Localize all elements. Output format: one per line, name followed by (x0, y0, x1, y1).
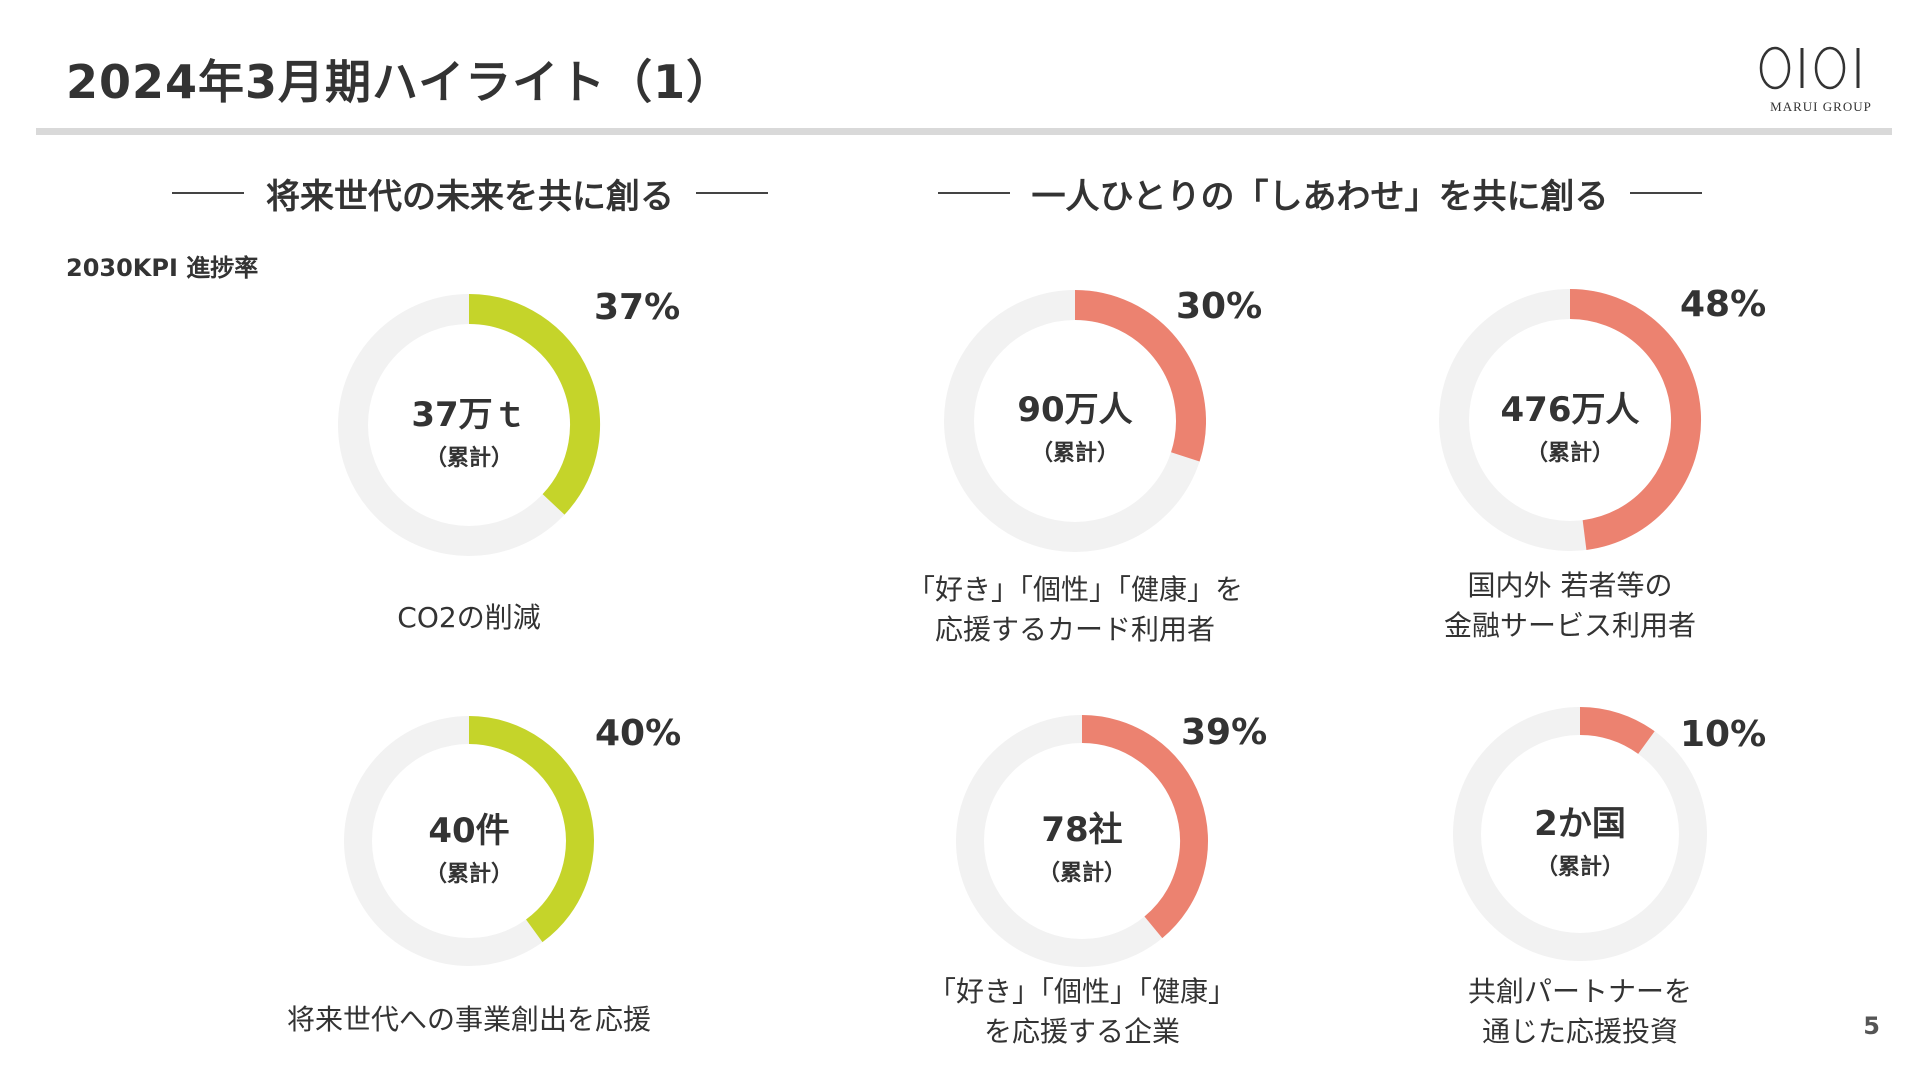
donut-arc (468, 716, 594, 943)
heading-rule-left (172, 192, 244, 194)
donut-center: 90万人 （累計） (944, 382, 1206, 467)
donut-percent-label: 40% (595, 713, 682, 754)
donut-caption-financial-service-users: 国内外 若者等の 金融サービス利用者 (1360, 566, 1780, 646)
donut-center: 2か国 （累計） (1452, 796, 1708, 881)
donut-svg (1439, 289, 1702, 551)
heading-rule-right (1630, 192, 1703, 194)
donut-center-value: 2か国 (1534, 804, 1626, 844)
section-heading-text: 将来世代の未来を共に創る (266, 176, 674, 217)
donut-arc (1569, 289, 1702, 550)
donut-svg (338, 294, 600, 556)
donut-center-sub: （累計） (1525, 441, 1614, 466)
donut-center-sub: （累計） (1535, 855, 1624, 880)
donut-percent-label: 30% (1176, 286, 1263, 327)
donut-percent-label: 39% (1181, 712, 1268, 753)
donut-chart-business-creation: 40件 （累計） 40% (343, 713, 681, 967)
heading-rule-left (937, 192, 1010, 194)
donut-percent-label: 48% (1680, 284, 1767, 325)
donut-center: 78社 （累計） (955, 802, 1209, 887)
donut-arc (468, 294, 600, 515)
donut-center-value: 78社 (1041, 810, 1123, 850)
caption-line: 共創パートナーを (1467, 975, 1692, 1008)
donut-caption-supported-companies: 「好き」「個性」「健康」 を応援する企業 (872, 972, 1292, 1052)
donut-percent-label: 10% (1680, 714, 1767, 755)
caption-line: 通じた応援投資 (1481, 1015, 1678, 1048)
donut-arc (1081, 715, 1208, 939)
section-heading-future-generations: 将来世代の未来を共に創る (160, 168, 780, 218)
donut-caption-card-users: 「好き」「個性」「健康」を 応援するカード利用者 (865, 570, 1285, 650)
caption-line: を応援する企業 (983, 1015, 1180, 1048)
caption-line: 「好き」「個性」「健康」 (927, 975, 1236, 1008)
donut-chart-supported-companies: 78社 （累計） 39% (955, 712, 1267, 968)
donut-center-sub: （累計） (1037, 861, 1126, 886)
heading-rule-right (696, 192, 768, 194)
caption-line: 応援するカード利用者 (934, 613, 1215, 646)
donut-center: 37万ｔ （累計） (337, 387, 601, 472)
donut-center: 476万人 （累計） (1438, 382, 1702, 467)
caption-line: CO2の削減 (397, 601, 541, 634)
donut-center-sub: （累計） (424, 446, 513, 471)
page-title: 2024年3月期ハイライト（1） (66, 55, 734, 109)
donut-svg (344, 716, 594, 966)
donut-chart-partner-investment: 2か国 （累計） 10% (1452, 706, 1766, 962)
donut-center-sub: （累計） (424, 862, 513, 887)
kpi-progress-label: 2030KPI 進捗率 (66, 254, 259, 282)
donut-center-value: 37万ｔ (411, 395, 527, 435)
donut-svg (956, 715, 1208, 967)
donut-center-value: 476万人 (1500, 390, 1640, 430)
caption-line: 「好き」「個性」「健康」を (906, 573, 1243, 606)
donut-svg (1453, 707, 1707, 961)
section-heading-individual-happiness: 一人ひとりの「しあわせ」を共に創る (900, 168, 1740, 218)
page-number: 5 (1863, 1012, 1880, 1040)
donut-caption-business-creation: 将来世代への事業創出を応援 (249, 1000, 689, 1040)
donut-caption-co2-reduction: CO2の削減 (317, 598, 621, 638)
donut-center-value: 90万人 (1017, 390, 1133, 430)
donut-chart-financial-service-users: 476万人 （累計） 48% (1438, 284, 1766, 552)
section-heading-text: 一人ひとりの「しあわせ」を共に創る (1031, 176, 1609, 217)
caption-line: 金融サービス利用者 (1443, 609, 1696, 642)
caption-line: 国内外 若者等の (1467, 569, 1673, 602)
donut-chart-card-users: 90万人 （累計） 30% (944, 286, 1262, 552)
donut-center-sub: （累計） (1030, 441, 1119, 466)
donut-chart-co2-reduction: 37万ｔ （累計） 37% (337, 287, 680, 557)
donut-percent-label: 37% (594, 287, 681, 328)
donut-caption-partner-investment: 共創パートナーを 通じた応援投資 (1380, 972, 1780, 1052)
donut-center-value: 40件 (428, 811, 510, 851)
oioi-logo-icon (1759, 46, 1860, 90)
caption-line: 将来世代への事業創出を応援 (286, 1003, 651, 1036)
logo-group-name: MARUI GROUP (1770, 99, 1872, 114)
marui-group-logo: MARUI GROUP (1758, 42, 1884, 114)
donut-arc (1074, 290, 1206, 462)
donut-arc (1579, 707, 1655, 755)
donut-svg (944, 290, 1206, 552)
title-divider (36, 128, 1892, 135)
donut-center: 40件 （累計） (343, 803, 595, 888)
